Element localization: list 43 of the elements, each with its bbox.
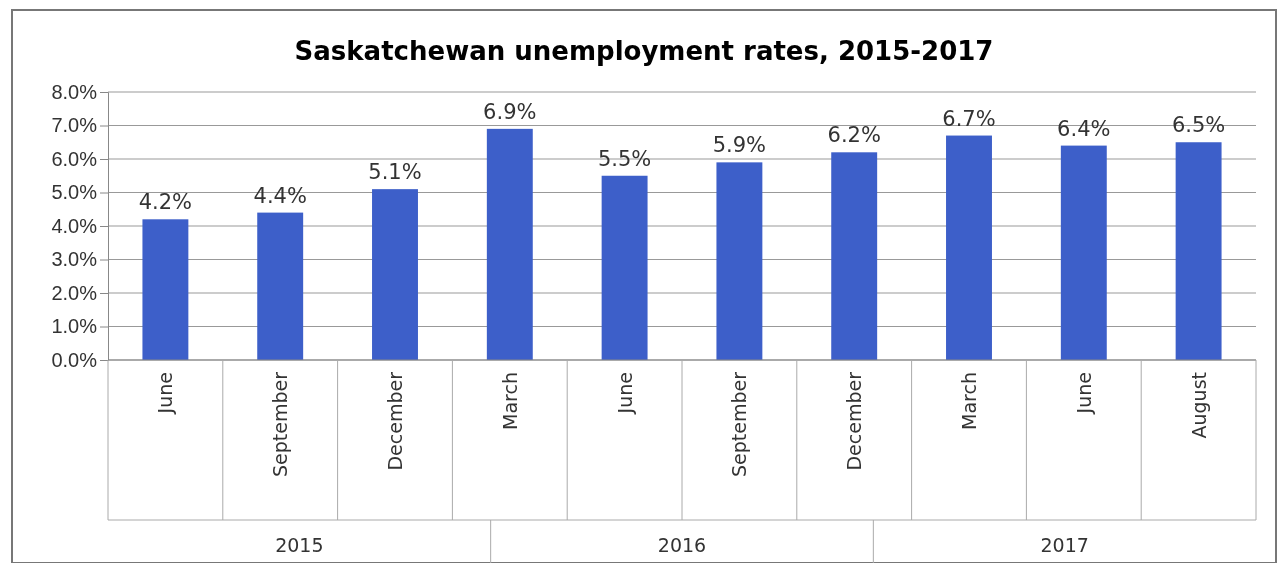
data-label: 6.2%	[827, 123, 881, 148]
bar	[831, 152, 878, 360]
x-tick-label: March	[958, 372, 980, 430]
data-label: 5.5%	[597, 146, 652, 171]
x-tick-label: June	[154, 372, 177, 415]
bar	[1175, 142, 1222, 360]
data-label: 5.9%	[712, 133, 767, 158]
text: 2016	[657, 534, 707, 556]
y-tick-label: 0.0%	[51, 348, 98, 371]
y-tick-label: 3.0%	[51, 248, 98, 271]
x-tick-label: June	[613, 372, 636, 415]
bar	[601, 175, 648, 360]
data-label: 4.4%	[253, 183, 307, 208]
bar	[946, 135, 992, 360]
bar	[1060, 145, 1107, 360]
data-label: 6.9%	[483, 99, 537, 124]
data-label: 5.1%	[368, 160, 422, 185]
data-label: 6.4%	[1057, 116, 1111, 141]
y-tick-label: 5.0%	[51, 181, 98, 204]
bar	[716, 162, 763, 360]
x-tick-label: September	[728, 371, 751, 478]
x-tick-label: June	[1072, 372, 1095, 415]
x-tick-label: September	[269, 371, 292, 478]
x-tick-label: August	[1187, 372, 1210, 439]
bar	[142, 219, 189, 360]
bar	[257, 212, 304, 360]
x-tick-label: December	[384, 371, 406, 471]
bar	[486, 128, 533, 360]
data-label: 6.7%	[942, 106, 996, 131]
y-tick-label: 6.0%	[51, 147, 98, 170]
y-tick-label: 2.0%	[51, 281, 98, 304]
y-tick-label: 1.0%	[51, 315, 98, 338]
bar	[372, 189, 418, 360]
text: 2015	[275, 534, 324, 556]
y-tick-label: 7.0%	[51, 114, 98, 137]
x-tick-label: December	[843, 371, 866, 471]
data-label: 6.5%	[1171, 113, 1226, 138]
text: 2017	[1040, 534, 1089, 556]
y-tick-label: 4.0%	[51, 214, 98, 237]
x-tick-label: March	[498, 372, 521, 430]
chart-title: Saskatchewan unemployment rates, 2015-2017	[294, 36, 994, 66]
data-label: 4.2%	[138, 190, 193, 215]
y-tick-label: 8.0%	[51, 80, 98, 103]
